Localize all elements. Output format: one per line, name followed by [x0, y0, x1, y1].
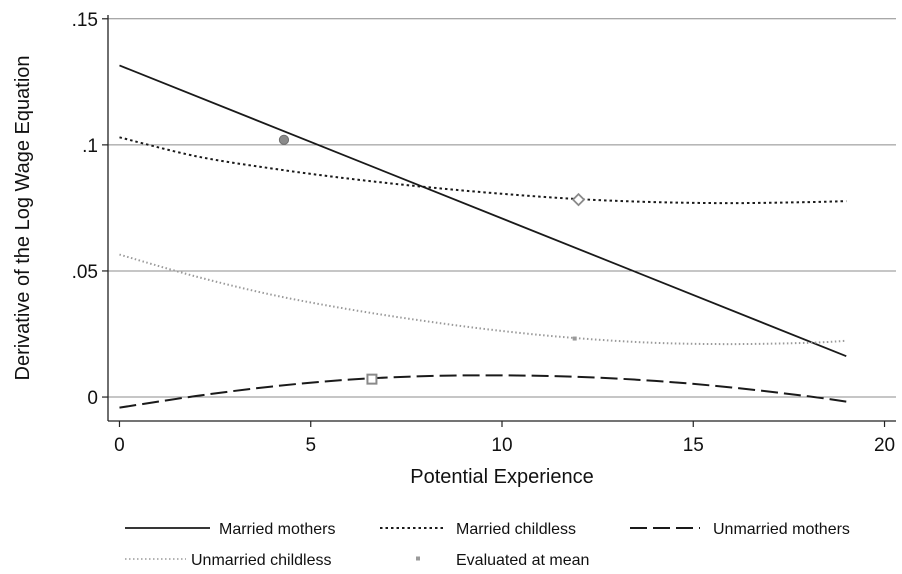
mean-marker-unmarried-childless [572, 336, 577, 341]
legend-label-unmarried-childless: Unmarried childless [191, 552, 332, 569]
y-tick-label: .1 [82, 136, 98, 157]
series-lines [119, 64, 847, 409]
legend: Married mothers Married childless Unmarr… [125, 521, 850, 569]
mean-markers [278, 134, 586, 385]
x-tick-label: 5 [305, 435, 316, 456]
legend-swatch-evaluated-at-mean [416, 556, 420, 561]
x-tick-label: 0 [114, 435, 125, 456]
y-axis-label: Derivative of the Log Wage Equation [12, 55, 34, 380]
grid-lines [108, 18, 896, 398]
x-tick-label: 15 [683, 435, 704, 456]
series-line-married-mothers [119, 64, 847, 358]
series-line-unmarried-childless [119, 253, 847, 346]
x-tick-label: 10 [491, 435, 512, 456]
x-axis-label: Potential Experience [410, 466, 593, 488]
legend-label-married-childless: Married childless [456, 521, 576, 538]
y-tick-label: .15 [72, 10, 98, 31]
mean-marker-married-childless [571, 192, 586, 207]
legend-label-evaluated-at-mean: Evaluated at mean [456, 552, 589, 569]
ticks: 0 .05 .1 .15 0 5 10 15 20 [72, 10, 896, 456]
x-tick-label: 20 [874, 435, 895, 456]
mean-marker-married-mothers [278, 134, 290, 145]
series-line-unmarried-mothers [119, 374, 847, 409]
series-line-married-childless [119, 136, 847, 205]
mean-marker-unmarried-mothers [366, 373, 378, 385]
legend-label-married-mothers: Married mothers [219, 521, 335, 538]
legend-label-unmarried-mothers: Unmarried mothers [713, 521, 850, 538]
y-tick-label: .05 [72, 262, 98, 283]
y-tick-label: 0 [87, 388, 98, 409]
